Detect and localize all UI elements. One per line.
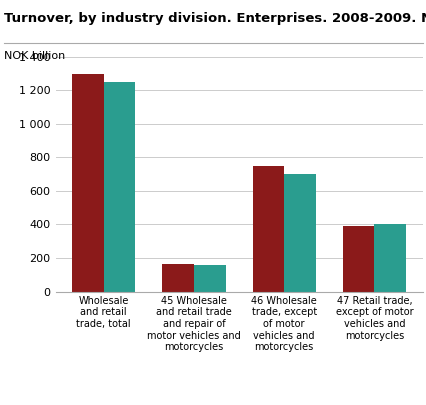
Bar [162,264,193,292]
Bar [284,174,315,292]
Bar [72,75,104,292]
Bar [193,265,225,292]
Text: NOK billion: NOK billion [4,51,65,61]
Bar [374,224,405,292]
Text: Turnover, by industry division. Enterprises. 2008-2009. NOK billion: Turnover, by industry division. Enterpri… [4,12,426,25]
Bar [252,166,284,292]
Bar [342,226,374,292]
Bar [104,82,135,292]
